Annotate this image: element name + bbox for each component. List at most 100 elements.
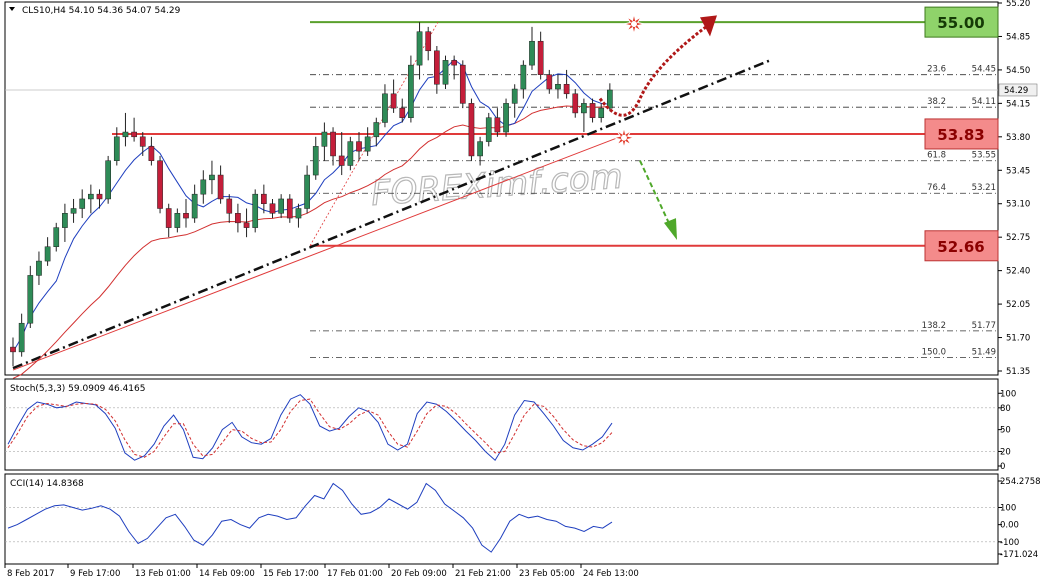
candle-body (53, 227, 60, 247)
candle-body (286, 198, 293, 219)
price-axis-label: 53.80 (1006, 133, 1030, 143)
time-axis-label: 20 Feb 09:00 (391, 569, 447, 579)
candle-body (330, 131, 336, 157)
time-axis-label: 23 Feb 05:00 (519, 569, 575, 579)
candle-body (200, 179, 207, 195)
candle-body (113, 136, 120, 161)
thin-trend-line (12, 136, 621, 371)
fib-price-label: 54.45 (972, 65, 996, 75)
bearish-arrow-path (639, 160, 672, 229)
candle-body (62, 213, 68, 228)
candle-body (356, 141, 362, 152)
candle-body (408, 64, 414, 118)
fib-price-label: 54.11 (972, 97, 996, 107)
fib-ratio-label: 23.6 (927, 65, 946, 75)
chart-header: CLS10,H4 54.10 54.36 54.07 54.29 (22, 6, 181, 16)
candle-body (165, 208, 172, 228)
price-axis-label: 51.35 (1006, 367, 1030, 377)
candle-body (563, 83, 570, 95)
candle-body (269, 203, 276, 214)
candle-body (304, 174, 310, 209)
candle-body (598, 107, 605, 118)
candle-body (520, 64, 527, 90)
price-axis-label: 52.75 (1006, 233, 1030, 243)
price-axis-label: 54.85 (1006, 32, 1030, 42)
trend-line (12, 59, 771, 370)
price-axis-label: 54.50 (1006, 66, 1030, 76)
candle-body (252, 193, 259, 228)
fib-price-label: 51.77 (972, 321, 996, 331)
candle-body (139, 136, 146, 147)
candle-body (174, 213, 181, 228)
candle-body (235, 213, 241, 224)
stoch-axis-label: 100 (1000, 389, 1016, 399)
fib-price-label: 53.21 (972, 183, 996, 193)
candle-body (581, 103, 587, 114)
candle-body (477, 141, 483, 157)
stoch-signal-line (7, 398, 613, 458)
candle-body (373, 122, 380, 138)
candle-body (572, 93, 579, 114)
resistance-burst-icon-center (631, 21, 637, 28)
candle-body (399, 107, 406, 118)
candle-body (157, 160, 163, 209)
candle-body (27, 275, 34, 324)
candle-body (494, 117, 501, 133)
candle-body (44, 246, 51, 262)
candle-body (36, 260, 42, 276)
fib-price-label: 51.49 (972, 348, 996, 358)
price-axis-label: 54.15 (1006, 99, 1030, 109)
candle-body (511, 88, 518, 104)
candle-body (88, 193, 94, 200)
candle-body (321, 131, 328, 147)
candle-body (10, 346, 16, 353)
candle-body (183, 213, 189, 219)
candle-body (529, 40, 535, 66)
candle-body (261, 193, 267, 204)
candle-body (18, 322, 25, 353)
time-axis-label: 9 Feb 17:00 (70, 569, 120, 579)
time-axis-label: 17 Feb 01:00 (327, 569, 383, 579)
current-price-tag (998, 83, 1038, 97)
price-axis-label: 51.70 (1006, 334, 1030, 344)
level-value-box (924, 6, 999, 38)
stoch-axis-label: 50 (1000, 426, 1011, 436)
candle-body (364, 136, 371, 152)
candle-body (485, 117, 492, 142)
cci-axis-label: 0.00 (1000, 521, 1019, 531)
candle-body (589, 103, 596, 118)
candle-body (217, 174, 224, 200)
candle-body (503, 103, 509, 133)
candle-body (434, 50, 440, 85)
candle-body (131, 131, 137, 138)
candle-body (555, 83, 561, 90)
candle-body (382, 93, 388, 123)
candle-body (312, 146, 319, 176)
time-axis-label: 24 Feb 13:00 (583, 569, 639, 579)
fib-ratio-label: 76.4 (927, 183, 946, 193)
candle-body (191, 193, 198, 219)
chart-menu-triangle-icon[interactable] (9, 7, 15, 11)
main-plot-frame (4, 1, 999, 376)
fib-ratio-label: 150.0 (922, 348, 946, 358)
stoch-axis-label: 80 (1000, 404, 1011, 414)
candle-body (425, 31, 432, 52)
candle-body (96, 193, 103, 200)
price-axis-label: 53.10 (1006, 200, 1030, 210)
price-axis-label: 52.40 (1006, 267, 1030, 277)
candle-body (338, 155, 345, 166)
cci-plot-frame (4, 473, 999, 565)
fib-ratio-label: 38.2 (927, 97, 946, 107)
price-axis-label: 55.20 (1006, 0, 1030, 9)
fib-price-label: 53.55 (972, 151, 996, 161)
candle-body (278, 198, 284, 214)
candle-body (79, 198, 86, 209)
cci-axis-label: 100 (1000, 503, 1016, 513)
candle-body (226, 198, 233, 214)
candle-body (209, 174, 215, 181)
candle-body (468, 103, 475, 157)
candle-body (148, 146, 155, 161)
level-value-label: 52.66 (937, 238, 984, 256)
candle-body (105, 160, 112, 200)
